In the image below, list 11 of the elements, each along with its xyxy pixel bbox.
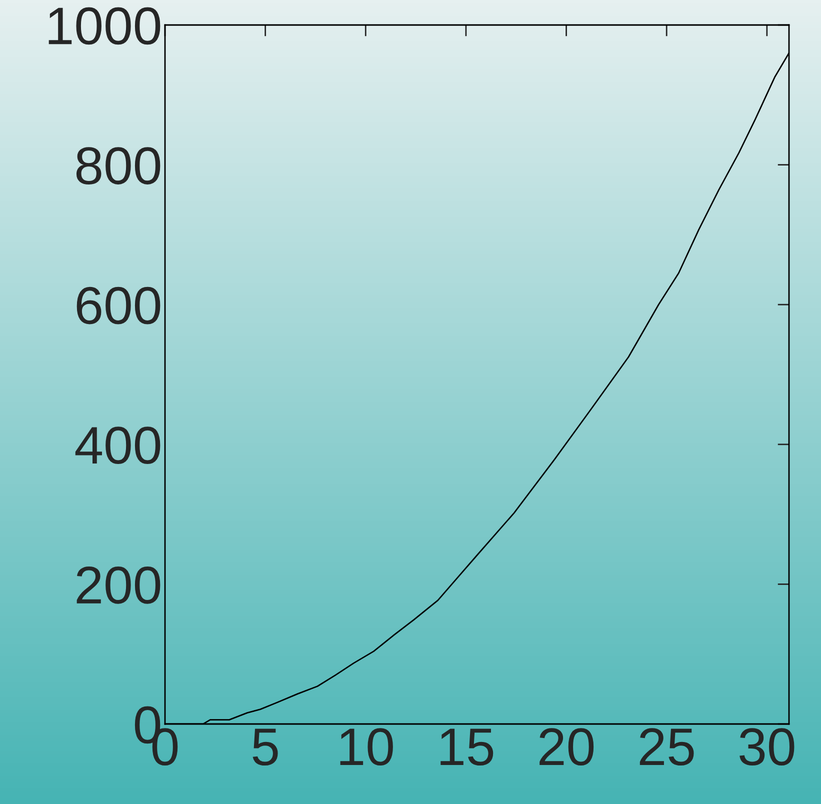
x-tick-label: 30	[740, 728, 794, 766]
x-tick-label: 15	[440, 728, 494, 766]
x-tick-label: 10	[340, 728, 393, 766]
x-tick-label: 20	[540, 728, 594, 766]
x-tick-label: 5	[252, 728, 278, 766]
y-tick-label: 1000	[48, 7, 160, 45]
y-tick-label: 400	[75, 426, 160, 464]
y-tick-label: 800	[76, 147, 160, 184]
y-tick-label: 600	[76, 286, 160, 324]
x-tick-label: 25	[640, 728, 694, 766]
y-tick-label: 200	[76, 566, 160, 604]
